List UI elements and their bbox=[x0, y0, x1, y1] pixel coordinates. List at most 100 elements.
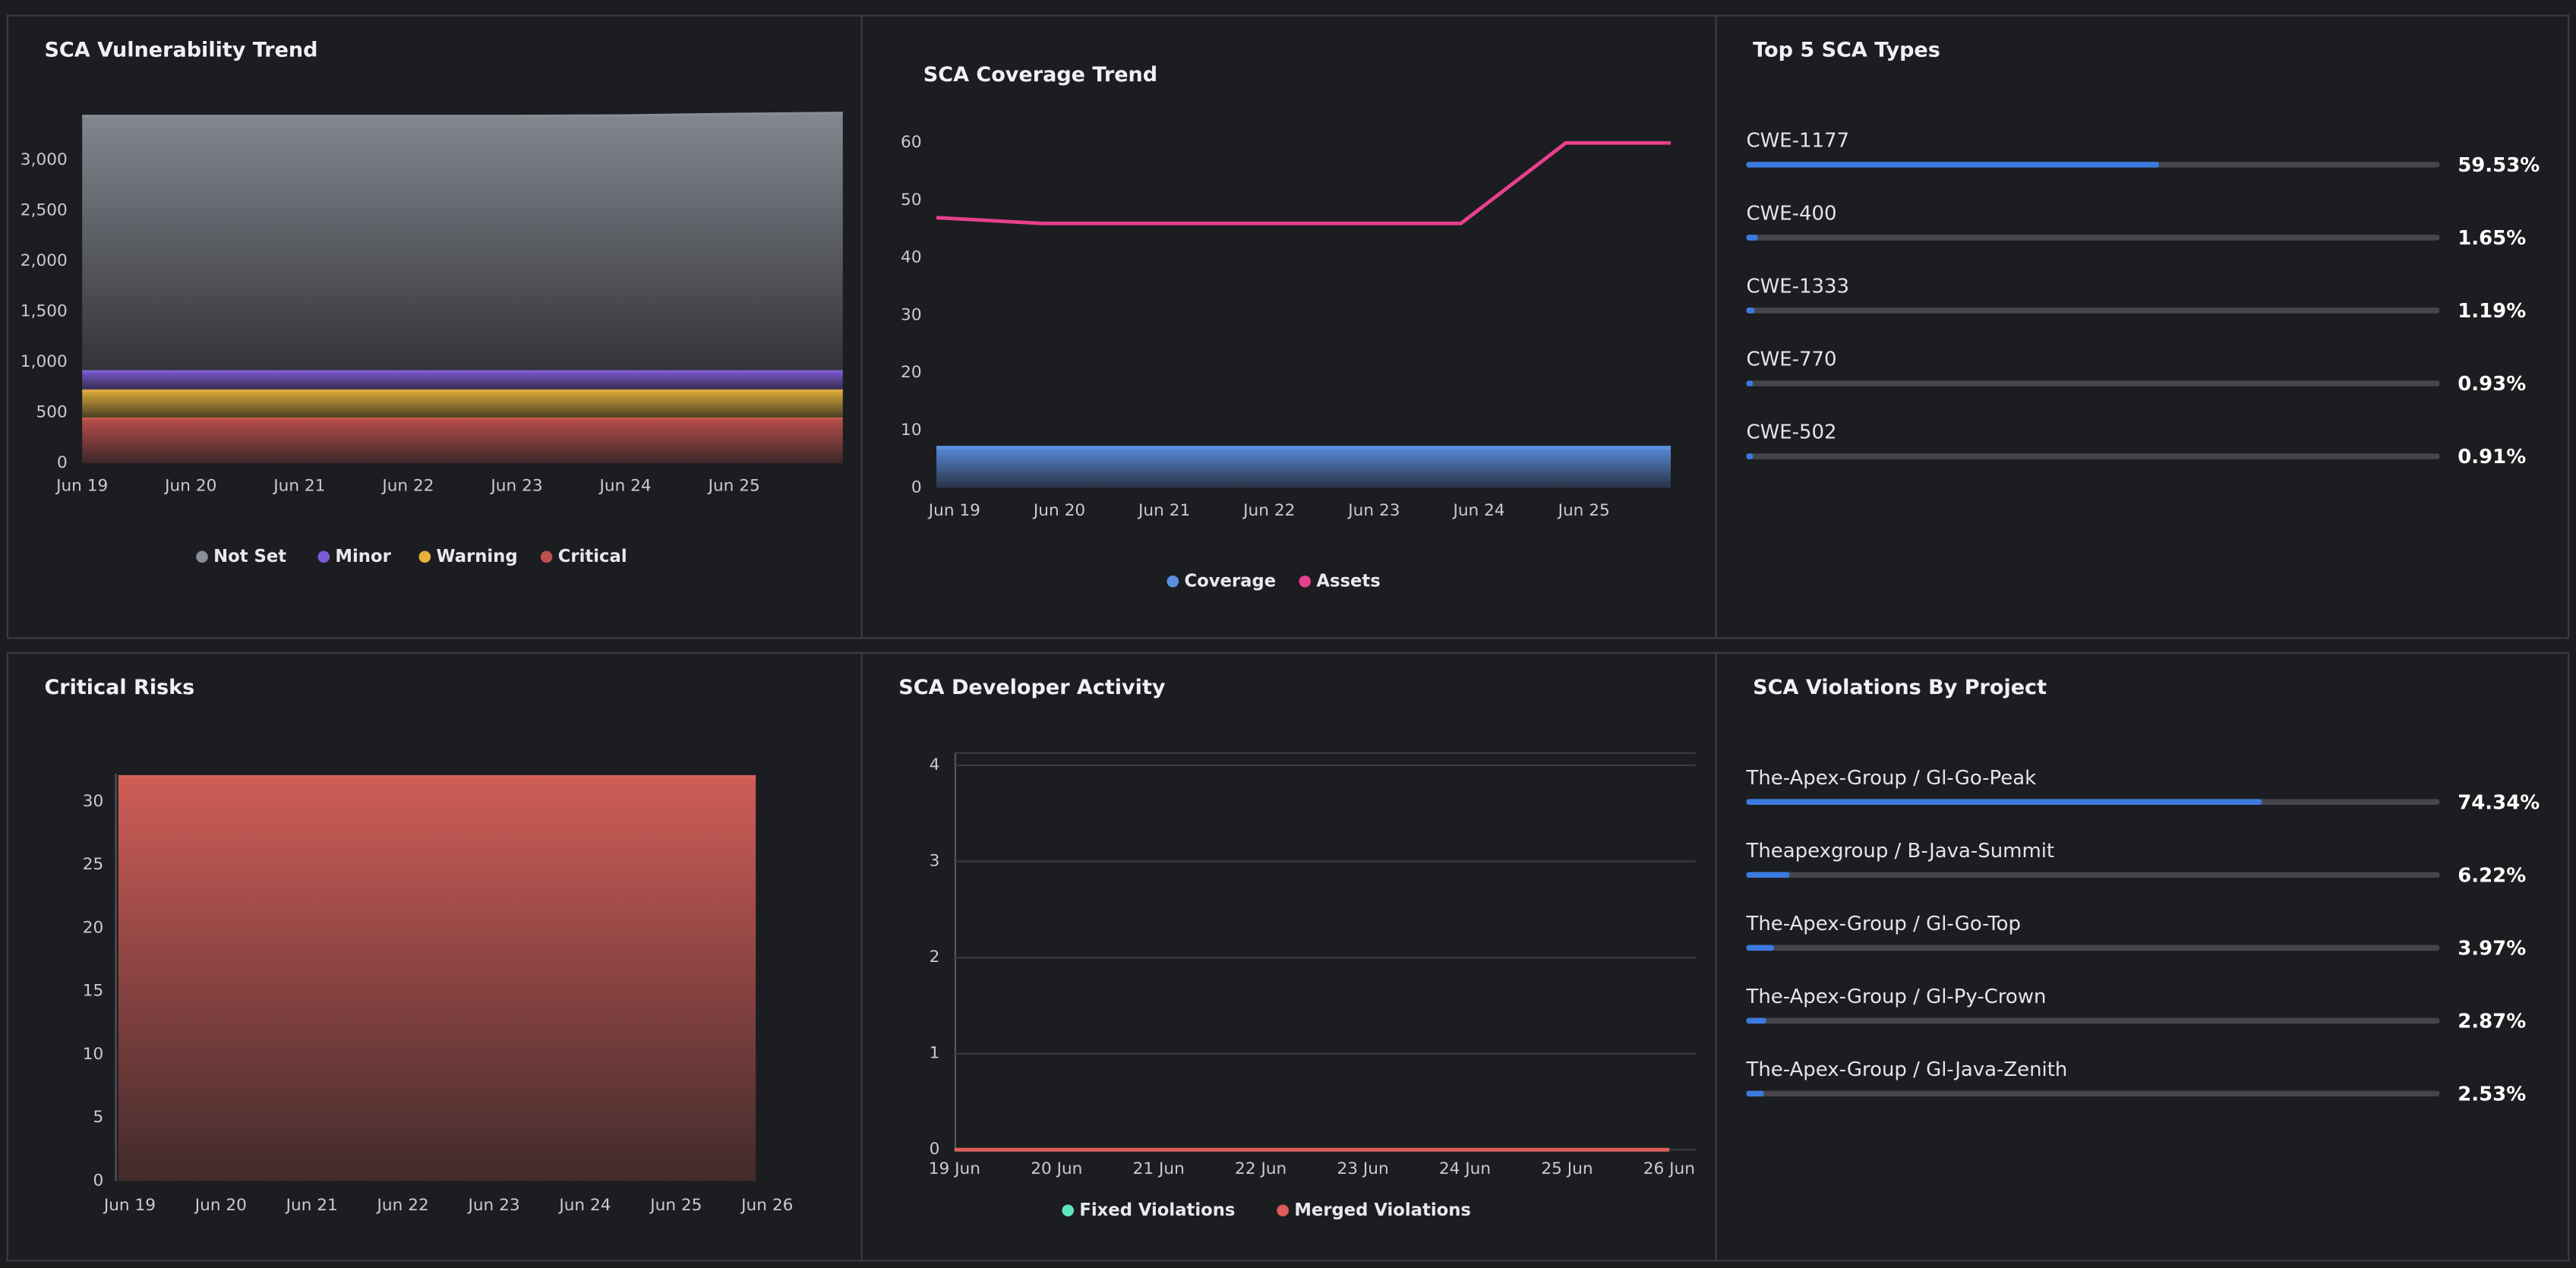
area bbox=[82, 112, 843, 372]
x-tick-label: 19 Jun bbox=[929, 1159, 980, 1178]
chart-title: SCA Developer Activity bbox=[898, 676, 1166, 699]
x-tick-label: Jun 24 bbox=[598, 476, 652, 495]
bar-track bbox=[1746, 872, 2440, 878]
bar bbox=[1746, 799, 2262, 805]
bar-value-label: 0.91% bbox=[2458, 446, 2526, 468]
bar-track bbox=[1746, 308, 2440, 314]
bar-label: CWE-400 bbox=[1747, 203, 1837, 226]
legend-label: Merged Violations bbox=[1294, 1200, 1471, 1220]
area bbox=[82, 418, 843, 464]
y-tick-label: 500 bbox=[36, 403, 67, 422]
x-tick-label: Jun 23 bbox=[1346, 501, 1400, 520]
y-tick-label: 10 bbox=[83, 1045, 104, 1064]
x-tick-label: Jun 26 bbox=[740, 1196, 793, 1215]
area bbox=[82, 371, 843, 391]
area bbox=[82, 390, 843, 419]
bar bbox=[1746, 872, 1790, 878]
x-tick-label: Jun 23 bbox=[489, 476, 542, 495]
chart-title: SCA Vulnerability Trend bbox=[44, 39, 317, 62]
x-tick-label: 23 Jun bbox=[1337, 1159, 1388, 1178]
legend-label: Fixed Violations bbox=[1079, 1200, 1235, 1220]
y-tick-label: 2,000 bbox=[21, 251, 68, 270]
bar-value-label: 59.53% bbox=[2458, 154, 2540, 177]
panel-row bbox=[6, 651, 2570, 1262]
y-tick-label: 25 bbox=[83, 855, 104, 874]
legend-label: Critical bbox=[558, 547, 627, 566]
bar-value-label: 74.34% bbox=[2458, 791, 2540, 814]
legend-label: Assets bbox=[1316, 571, 1380, 591]
x-tick-label: 25 Jun bbox=[1541, 1159, 1593, 1178]
line-area bbox=[936, 447, 1672, 488]
y-tick-label: 0 bbox=[93, 1171, 104, 1190]
bar-label: CWE-770 bbox=[1747, 349, 1837, 371]
legend-label: Warning bbox=[436, 547, 517, 566]
x-tick-label: Jun 19 bbox=[55, 476, 108, 495]
x-tick-label: Jun 22 bbox=[376, 1196, 429, 1215]
legend-swatch bbox=[1062, 1204, 1075, 1217]
legend-swatch bbox=[196, 550, 208, 563]
x-tick-label: Jun 23 bbox=[466, 1196, 519, 1215]
bar-label: The-Apex-Group / Gl-Py-Crown bbox=[1746, 986, 2047, 1008]
bar-track bbox=[1746, 1017, 2440, 1024]
x-tick-label: Jun 19 bbox=[103, 1196, 156, 1215]
y-tick-label: 5 bbox=[93, 1108, 104, 1127]
x-tick-label: Jun 22 bbox=[1242, 501, 1295, 520]
bar-label: CWE-1333 bbox=[1747, 276, 1850, 298]
x-tick-label: Jun 20 bbox=[1032, 501, 1085, 520]
y-tick-label: 0 bbox=[911, 478, 922, 497]
bar bbox=[1746, 453, 1754, 459]
bar bbox=[1746, 945, 1774, 951]
chart-title: Top 5 SCA Types bbox=[1753, 39, 1940, 62]
bar-track bbox=[1746, 453, 2440, 459]
bar-track bbox=[1746, 1090, 2440, 1097]
legend-label: Minor bbox=[335, 547, 391, 566]
legend-swatch bbox=[540, 550, 553, 563]
area-edge bbox=[82, 112, 843, 118]
y-tick-label: 2 bbox=[930, 948, 940, 967]
y-tick-label: 30 bbox=[83, 792, 104, 811]
x-tick-label: Jun 20 bbox=[194, 1196, 247, 1215]
x-tick-label: Jun 22 bbox=[380, 476, 434, 495]
legend-swatch bbox=[1299, 575, 1312, 588]
bar bbox=[1746, 1017, 1766, 1024]
bar-track bbox=[1746, 380, 2440, 386]
bar-label: CWE-502 bbox=[1747, 421, 1837, 444]
chart-title: SCA Coverage Trend bbox=[923, 63, 1157, 87]
bar bbox=[1746, 380, 1754, 386]
x-tick-label: Jun 21 bbox=[272, 476, 325, 495]
y-tick-label: 0 bbox=[930, 1140, 940, 1159]
bar-label: The-Apex-Group / Gl-Go-Top bbox=[1746, 913, 2021, 935]
bar-value-label: 2.53% bbox=[2458, 1083, 2526, 1106]
x-tick-label: 21 Jun bbox=[1133, 1159, 1185, 1178]
y-tick-label: 40 bbox=[901, 248, 922, 267]
legend-swatch bbox=[1166, 575, 1179, 588]
y-tick-label: 10 bbox=[901, 421, 922, 440]
y-tick-label: 15 bbox=[83, 982, 104, 1001]
y-tick-label: 3 bbox=[930, 852, 940, 871]
legend-label: Coverage bbox=[1185, 571, 1277, 591]
y-tick-label: 2,500 bbox=[21, 201, 68, 220]
bar bbox=[1746, 162, 2159, 168]
bar-value-label: 1.19% bbox=[2458, 300, 2526, 323]
bar-label: The-Apex-Group / Gl-Java-Zenith bbox=[1746, 1058, 2068, 1081]
y-tick-label: 1,500 bbox=[21, 302, 68, 321]
y-tick-label: 1,000 bbox=[21, 352, 68, 371]
x-tick-label: Jun 25 bbox=[1557, 501, 1610, 520]
y-tick-label: 4 bbox=[930, 755, 940, 774]
x-tick-label: 20 Jun bbox=[1031, 1159, 1082, 1178]
bar bbox=[1746, 308, 1755, 314]
bar-track bbox=[1746, 945, 2440, 951]
legend-label: Not Set bbox=[213, 547, 286, 566]
legend-swatch bbox=[317, 550, 330, 563]
legend-swatch bbox=[418, 550, 431, 563]
y-tick-label: 20 bbox=[901, 363, 922, 382]
bar bbox=[1746, 235, 1758, 241]
x-tick-label: Jun 20 bbox=[163, 476, 216, 495]
bar-value-label: 3.97% bbox=[2458, 937, 2526, 960]
y-tick-label: 50 bbox=[901, 191, 922, 210]
x-tick-label: Jun 24 bbox=[1451, 501, 1504, 520]
y-tick-label: 0 bbox=[57, 453, 68, 472]
chart-title: Critical Risks bbox=[44, 676, 194, 699]
